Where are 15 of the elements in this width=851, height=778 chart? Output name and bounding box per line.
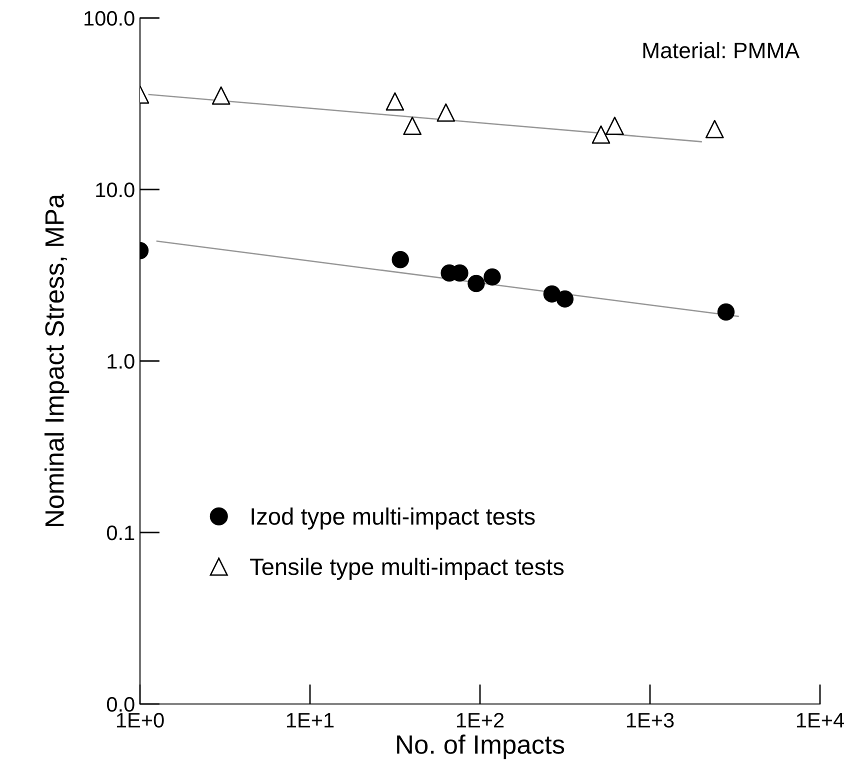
y-tick-label: 100.0 [84, 11, 134, 26]
y-tick-label: 10.0 [96, 182, 134, 198]
y-tick-label: 0.0 [106, 697, 134, 712]
legend-label: Izod type multi-impact tests [252, 507, 535, 530]
y-tick-label: 0.1 [106, 526, 134, 540]
legend-label: Tensile type multi-impact tests [250, 558, 564, 580]
y-tick-label: 1.0 [108, 354, 134, 369]
x-tick-label: 1E+0 [116, 712, 164, 728]
x-tick-label: 1E+4 [796, 713, 844, 728]
x-axis-title: No. of Impacts [397, 734, 564, 760]
y-axis-title: Nominal Impact Stress, MPa [44, 194, 70, 526]
annotation: Material: PMMA [643, 42, 800, 58]
x-tick-label: 1E+2 [456, 712, 504, 728]
x-tick-label: 1E+1 [286, 713, 334, 728]
x-tick-label: 1E+3 [626, 712, 674, 728]
